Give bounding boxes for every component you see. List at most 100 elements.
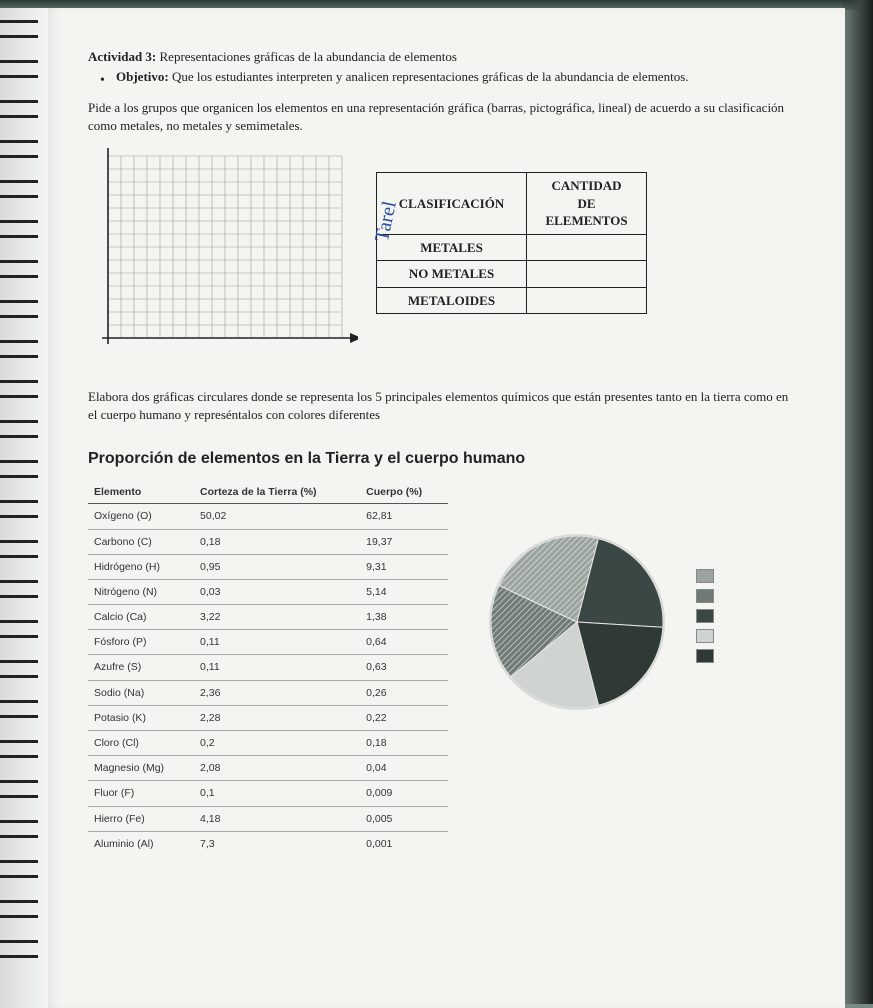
cell-cuerpo: 0,26 bbox=[360, 680, 448, 705]
classification-table: CLASIFICACIÓN CANTIDADDEELEMENTOS METALE… bbox=[376, 172, 647, 314]
bullet-icon: • bbox=[100, 72, 105, 91]
cell-corteza: 0,11 bbox=[194, 655, 360, 680]
cell-corteza: 0,18 bbox=[194, 529, 360, 554]
cell-corteza: 0,03 bbox=[194, 579, 360, 604]
cell-elemento: Hidrógeno (H) bbox=[88, 554, 194, 579]
cell-elemento: Potasio (K) bbox=[88, 705, 194, 730]
cell-cuerpo: 0,005 bbox=[360, 806, 448, 831]
objective-label: Objetivo: bbox=[116, 69, 169, 84]
legend-swatch bbox=[696, 589, 714, 603]
cell-corteza: 2,28 bbox=[194, 705, 360, 730]
table-row: NO METALES bbox=[377, 261, 647, 288]
mid-row: Tarel CLASIFICACIÓN CANTIDADDEELEMENTOS … bbox=[88, 148, 790, 358]
table-row: Calcio (Ca)3,221,38 bbox=[88, 605, 448, 630]
cell-elemento: Aluminio (Al) bbox=[88, 831, 194, 856]
cell-cuerpo: 0,22 bbox=[360, 705, 448, 730]
cell-cuerpo: 0,63 bbox=[360, 655, 448, 680]
notebook: Actividad 3: Representaciones gráficas d… bbox=[0, 8, 845, 1008]
cell-cuerpo: 1,38 bbox=[360, 605, 448, 630]
cell-elemento: Magnesio (Mg) bbox=[88, 756, 194, 781]
table-row: Cloro (Cl)0,20,18 bbox=[88, 731, 448, 756]
spiral-ring bbox=[0, 700, 38, 718]
spiral-ring bbox=[0, 900, 38, 918]
col-corteza: Corteza de la Tierra (%) bbox=[194, 479, 360, 504]
cell-elemento: Oxígeno (O) bbox=[88, 504, 194, 529]
table-row: METALOIDES bbox=[377, 287, 647, 314]
cell-cuerpo: 62,81 bbox=[360, 504, 448, 529]
spiral-ring bbox=[0, 420, 38, 438]
spiral-ring bbox=[0, 260, 38, 278]
class-header-2: CANTIDADDEELEMENTOS bbox=[527, 173, 647, 235]
cell-elemento: Calcio (Ca) bbox=[88, 605, 194, 630]
table-row: Hidrógeno (H)0,959,31 bbox=[88, 554, 448, 579]
legend-swatch bbox=[696, 609, 714, 623]
class-cell-count bbox=[527, 261, 647, 288]
class-cell-name: METALES bbox=[377, 234, 527, 261]
spiral-ring bbox=[0, 220, 38, 238]
table-row: Hierro (Fe)4,180,005 bbox=[88, 806, 448, 831]
table-row: Azufre (S)0,110,63 bbox=[88, 655, 448, 680]
pie-svg bbox=[484, 529, 670, 715]
cell-elemento: Fluor (F) bbox=[88, 781, 194, 806]
spiral-ring bbox=[0, 620, 38, 638]
table-row: METALES bbox=[377, 234, 647, 261]
proportions-table: Elemento Corteza de la Tierra (%) Cuerpo… bbox=[88, 479, 448, 856]
spiral-ring bbox=[0, 20, 38, 38]
cell-corteza: 0,11 bbox=[194, 630, 360, 655]
cell-corteza: 0,1 bbox=[194, 781, 360, 806]
spiral-ring bbox=[0, 60, 38, 78]
table-row: Fluor (F)0,10,009 bbox=[88, 781, 448, 806]
class-cell-count bbox=[527, 287, 647, 314]
legend-swatch bbox=[696, 569, 714, 583]
table-row: Aluminio (Al)7,30,001 bbox=[88, 831, 448, 856]
proportions-row: Elemento Corteza de la Tierra (%) Cuerpo… bbox=[88, 479, 790, 856]
spiral-ring bbox=[0, 100, 38, 118]
activity-heading-rest: Representaciones gráficas de la abundanc… bbox=[156, 49, 457, 64]
col-elemento: Elemento bbox=[88, 479, 194, 504]
cell-cuerpo: 0,64 bbox=[360, 630, 448, 655]
table-row: Carbono (C)0,1819,37 bbox=[88, 529, 448, 554]
cell-cuerpo: 0,001 bbox=[360, 831, 448, 856]
spiral-ring bbox=[0, 180, 38, 198]
pie-legend bbox=[696, 569, 714, 663]
cell-elemento: Hierro (Fe) bbox=[88, 806, 194, 831]
cell-cuerpo: 9,31 bbox=[360, 554, 448, 579]
instruction-1: Pide a los grupos que organicen los elem… bbox=[88, 99, 790, 134]
col-cuerpo: Cuerpo (%) bbox=[360, 479, 448, 504]
spiral-ring bbox=[0, 940, 38, 958]
class-header-2-text: CANTIDADDEELEMENTOS bbox=[545, 178, 627, 228]
spiral-binding bbox=[0, 8, 48, 1008]
cell-cuerpo: 19,37 bbox=[360, 529, 448, 554]
grid-svg bbox=[88, 148, 358, 358]
spiral-ring bbox=[0, 740, 38, 758]
cell-cuerpo: 0,18 bbox=[360, 731, 448, 756]
spiral-ring bbox=[0, 660, 38, 678]
cell-corteza: 7,3 bbox=[194, 831, 360, 856]
photo-edge-right bbox=[843, 0, 873, 1004]
spiral-ring bbox=[0, 540, 38, 558]
spiral-ring bbox=[0, 380, 38, 398]
class-cell-name: NO METALES bbox=[377, 261, 527, 288]
spiral-ring bbox=[0, 860, 38, 878]
spiral-ring bbox=[0, 140, 38, 158]
table-row: Sodio (Na)2,360,26 bbox=[88, 680, 448, 705]
cell-corteza: 0,95 bbox=[194, 554, 360, 579]
cell-corteza: 50,02 bbox=[194, 504, 360, 529]
spiral-ring bbox=[0, 580, 38, 598]
cell-elemento: Cloro (Cl) bbox=[88, 731, 194, 756]
spiral-ring bbox=[0, 500, 38, 518]
table-row: Magnesio (Mg)2,080,04 bbox=[88, 756, 448, 781]
objective-text: Que los estudiantes interpreten y analic… bbox=[169, 69, 689, 84]
cell-elemento: Sodio (Na) bbox=[88, 680, 194, 705]
cell-corteza: 4,18 bbox=[194, 806, 360, 831]
cell-cuerpo: 5,14 bbox=[360, 579, 448, 604]
table-row: Nitrógeno (N)0,035,14 bbox=[88, 579, 448, 604]
legend-swatch bbox=[696, 649, 714, 663]
cell-corteza: 2,36 bbox=[194, 680, 360, 705]
cell-elemento: Carbono (C) bbox=[88, 529, 194, 554]
table-row: Fósforo (P)0,110,64 bbox=[88, 630, 448, 655]
objective-block: • Objetivo: Que los estudiantes interpre… bbox=[88, 68, 790, 86]
cell-corteza: 3,22 bbox=[194, 605, 360, 630]
cell-cuerpo: 0,009 bbox=[360, 781, 448, 806]
cell-corteza: 2,08 bbox=[194, 756, 360, 781]
